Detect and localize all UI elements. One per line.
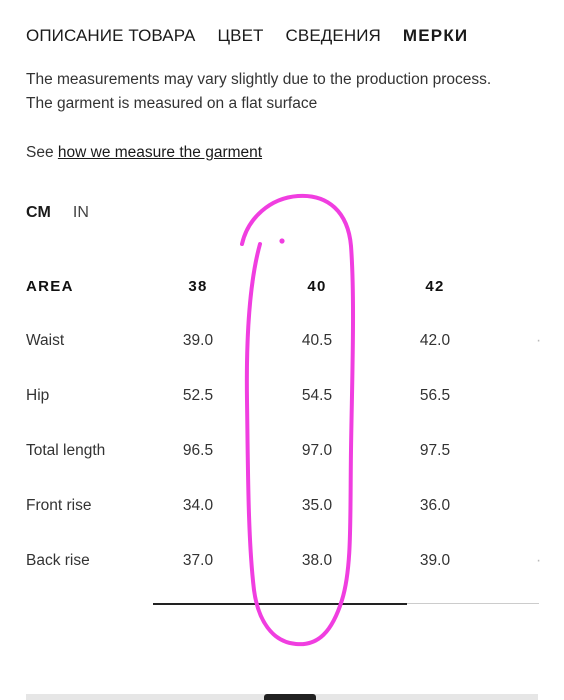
tab-measurements[interactable]: МЕРКИ bbox=[402, 26, 469, 45]
cell-value: 52.5 bbox=[182, 387, 214, 404]
row-label: Total length bbox=[26, 442, 106, 459]
cell-value: 97.0 bbox=[301, 442, 333, 459]
row-label: Hip bbox=[26, 387, 50, 404]
table-row-total-length: Total length 96.5 97.0 97.5 bbox=[0, 442, 564, 466]
cell-value: 97.5 bbox=[419, 442, 451, 459]
cell-value: 36.0 bbox=[419, 497, 451, 514]
cell-value: 39.0 bbox=[419, 552, 451, 569]
cell-value: 39.0 bbox=[182, 332, 214, 349]
table-header-row: AREA 38 40 42 bbox=[0, 278, 564, 302]
next-section-image-peek bbox=[264, 694, 316, 700]
table-row-waist: Waist 39.0 40.5 42.0 · bbox=[0, 332, 564, 356]
tab-color[interactable]: ЦВЕТ bbox=[217, 26, 264, 45]
highlight-loop-stroke bbox=[240, 193, 356, 647]
product-tabs: ОПИСАНИЕ ТОВАРА ЦВЕТ СВЕДЕНИЯ МЕРКИ bbox=[26, 26, 468, 46]
tab-details[interactable]: СВЕДЕНИЯ bbox=[285, 26, 381, 45]
measurement-note: The measurements may vary slightly due t… bbox=[26, 68, 491, 116]
row-label: Waist bbox=[26, 332, 65, 349]
cell-value: 96.5 bbox=[182, 442, 214, 459]
size-header-38: 38 bbox=[188, 278, 208, 295]
how-we-measure-link[interactable]: how we measure the garment bbox=[57, 144, 263, 161]
cell-value: 42.0 bbox=[419, 332, 451, 349]
area-header: AREA bbox=[26, 278, 74, 295]
table-row-front-rise: Front rise 34.0 35.0 36.0 bbox=[0, 497, 564, 521]
size-header-40: 40 bbox=[307, 278, 327, 295]
size-header-42: 42 bbox=[425, 278, 445, 295]
row-label: Front rise bbox=[26, 497, 92, 514]
overflow-hint: · bbox=[536, 552, 542, 569]
unit-cm-button[interactable]: CM bbox=[26, 204, 51, 221]
see-measure-guide: See how we measure the garment bbox=[26, 144, 262, 162]
unit-toggle: CM IN bbox=[26, 204, 89, 222]
cell-value: 35.0 bbox=[301, 497, 333, 514]
table-row-hip: Hip 52.5 54.5 56.5 bbox=[0, 387, 564, 411]
overflow-hint: · bbox=[536, 332, 542, 349]
table-scrollbar-thumb[interactable] bbox=[153, 603, 407, 605]
unit-in-button[interactable]: IN bbox=[72, 204, 89, 221]
cell-value: 54.5 bbox=[301, 387, 333, 404]
cell-value: 34.0 bbox=[182, 497, 214, 514]
table-row-back-rise: Back rise 37.0 38.0 39.0 · bbox=[0, 552, 564, 576]
cell-value: 56.5 bbox=[419, 387, 451, 404]
cell-value: 38.0 bbox=[301, 552, 333, 569]
see-prefix: See bbox=[26, 144, 58, 161]
measurement-note-line-1: The measurements may vary slightly due t… bbox=[26, 71, 492, 88]
row-label: Back rise bbox=[26, 552, 90, 569]
tab-description[interactable]: ОПИСАНИЕ ТОВАРА bbox=[26, 26, 196, 45]
measurement-note-line-2: The garment is measured on a flat surfac… bbox=[26, 95, 318, 112]
table-scrollbar-track bbox=[407, 603, 539, 604]
highlight-dot bbox=[279, 238, 285, 244]
cell-value: 37.0 bbox=[182, 552, 214, 569]
cell-value: 40.5 bbox=[301, 332, 333, 349]
